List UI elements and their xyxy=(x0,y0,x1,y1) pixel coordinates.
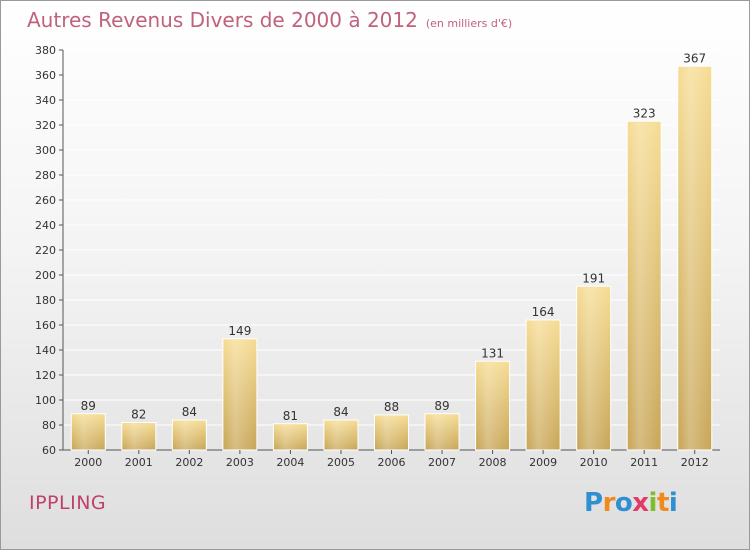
y-tick-label: 200 xyxy=(35,269,56,282)
y-tick-label: 340 xyxy=(35,94,56,107)
x-tick-label-2001: 2001 xyxy=(125,456,153,469)
data-label-2010: 191 xyxy=(582,271,605,285)
bar-highlight xyxy=(375,416,408,450)
chart-title-text: Autres Revenus Divers de 2000 à 2012 xyxy=(27,8,418,32)
data-label-2007: 89 xyxy=(434,399,449,413)
x-tick-label-2003: 2003 xyxy=(226,456,254,469)
logo-letter: x xyxy=(632,488,649,518)
bar-highlight xyxy=(678,67,711,450)
bar-highlight xyxy=(324,421,357,450)
y-tick-label: 180 xyxy=(35,294,56,307)
y-tick-label: 100 xyxy=(35,394,56,407)
bar-highlight xyxy=(476,362,509,450)
x-tick-label-2007: 2007 xyxy=(428,456,456,469)
bar-highlight xyxy=(122,423,155,450)
x-tick-label-2009: 2009 xyxy=(529,456,557,469)
data-label-2012: 367 xyxy=(683,51,706,65)
bar-highlight xyxy=(173,421,206,450)
y-tick-label: 280 xyxy=(35,169,56,182)
logo-letter: o xyxy=(614,488,633,518)
y-tick-label: 300 xyxy=(35,144,56,157)
x-tick-label-2010: 2010 xyxy=(580,456,608,469)
data-label-2008: 131 xyxy=(481,346,504,360)
data-label-2004: 81 xyxy=(283,409,298,423)
y-tick-label: 360 xyxy=(35,69,56,82)
y-tick-label: 260 xyxy=(35,194,56,207)
y-tick-label: 220 xyxy=(35,244,56,257)
bar-highlight xyxy=(223,339,256,450)
data-label-2005: 84 xyxy=(333,405,348,419)
y-tick-label: 140 xyxy=(35,344,56,357)
bar-highlight xyxy=(527,321,560,450)
x-tick-label-2012: 2012 xyxy=(681,456,709,469)
grid-lines xyxy=(63,49,720,451)
x-tick-label-2002: 2002 xyxy=(175,456,203,469)
x-tick-label-2006: 2006 xyxy=(378,456,406,469)
y-tick-label: 80 xyxy=(42,419,56,432)
data-label-2001: 82 xyxy=(131,408,146,422)
data-label-2003: 149 xyxy=(228,324,251,338)
data-label-2006: 88 xyxy=(384,400,399,414)
commune-name: IPPLING xyxy=(29,492,107,514)
data-label-2000: 89 xyxy=(81,399,96,413)
bar-highlight xyxy=(577,287,610,450)
y-tick-label: 320 xyxy=(35,119,56,132)
x-tick-label-2000: 2000 xyxy=(74,456,102,469)
data-label-2011: 323 xyxy=(633,106,656,120)
x-tick-label-2004: 2004 xyxy=(276,456,304,469)
chart-title: Autres Revenus Divers de 2000 à 2012 (en … xyxy=(27,8,512,32)
y-tick-label: 60 xyxy=(42,444,56,457)
data-label-2002: 84 xyxy=(182,405,197,419)
y-tick-label: 120 xyxy=(35,369,56,382)
data-label-2009: 164 xyxy=(532,305,555,319)
logo-letter: P xyxy=(584,488,603,518)
chart-title-unit: (en milliers d'€) xyxy=(425,17,513,30)
bar-highlight xyxy=(274,424,307,450)
bar-highlight xyxy=(426,414,459,450)
x-tick-label-2008: 2008 xyxy=(479,456,507,469)
y-tick-label: 160 xyxy=(35,319,56,332)
logo-letter: t xyxy=(656,488,669,518)
y-tick-label: 380 xyxy=(35,44,56,57)
x-tick-label-2005: 2005 xyxy=(327,456,355,469)
data-labels: 89 82 84 149 81 84 88 89 131 164 191 323 367 xyxy=(81,51,707,423)
bars xyxy=(70,65,713,451)
x-tick-label-2011: 2011 xyxy=(630,456,658,469)
proxiti-logo: Proxiti xyxy=(584,488,678,518)
logo-letter: r xyxy=(602,488,616,518)
bar-highlight xyxy=(72,414,105,450)
logo-letter: i xyxy=(668,488,678,518)
bar-highlight xyxy=(628,122,661,450)
y-tick-label: 240 xyxy=(35,219,56,232)
logo-letter: i xyxy=(648,488,658,518)
x-axis-ticks: 2000 2001 2002 2003 2004 2005 2006 2007 2008 2009… xyxy=(74,450,709,469)
